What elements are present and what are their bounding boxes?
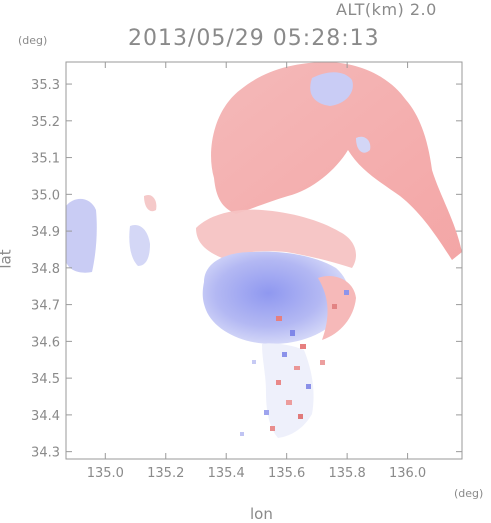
approaching-echo-west-2 xyxy=(129,224,150,266)
x-tick-label: 135.4 xyxy=(208,466,245,481)
lat-unit-label: (deg) xyxy=(18,34,48,47)
echo-trail-south xyxy=(262,343,314,438)
x-tick-label: 135.2 xyxy=(147,466,184,481)
lon-unit-label: (deg) xyxy=(454,487,484,500)
axis-ticks: 135.0 135.2 135.4 135.6 135.8 136.0 34.3 34.4 34… xyxy=(31,62,462,481)
approaching-echo-north xyxy=(310,72,353,106)
y-tick-label: 34.8 xyxy=(31,262,60,277)
echo-layer xyxy=(66,62,462,438)
approaching-echo-small xyxy=(356,136,371,153)
approaching-echo-west xyxy=(66,198,97,273)
y-tick-label: 34.9 xyxy=(31,225,60,240)
receding-echo-north xyxy=(211,62,462,260)
plot-frame xyxy=(65,61,463,460)
altitude-label: ALT(km) 2.0 xyxy=(336,0,437,19)
approaching-echo-core xyxy=(202,251,349,344)
y-tick-label: 34.6 xyxy=(31,335,60,350)
receding-echo-small xyxy=(144,194,157,212)
x-tick-label: 135.6 xyxy=(268,466,305,481)
x-tick-label: 135.8 xyxy=(329,466,366,481)
y-tick-label: 35.2 xyxy=(31,115,60,130)
y-tick-label: 34.4 xyxy=(31,409,60,424)
y-tick-label: 35.1 xyxy=(31,152,60,167)
x-tick-label: 136.0 xyxy=(389,466,426,481)
x-tick-label: 135.0 xyxy=(87,466,124,481)
y-tick-label: 34.5 xyxy=(31,372,60,387)
echo-speckles xyxy=(240,290,349,436)
x-axis-label: lon xyxy=(250,505,273,523)
timestamp: 2013/05/29 05:28:13 xyxy=(128,26,380,51)
y-tick-label: 34.7 xyxy=(31,299,60,314)
y-tick-label: 35.0 xyxy=(31,188,60,203)
y-tick-label: 35.3 xyxy=(31,78,60,93)
y-tick-label: 34.3 xyxy=(31,446,60,461)
